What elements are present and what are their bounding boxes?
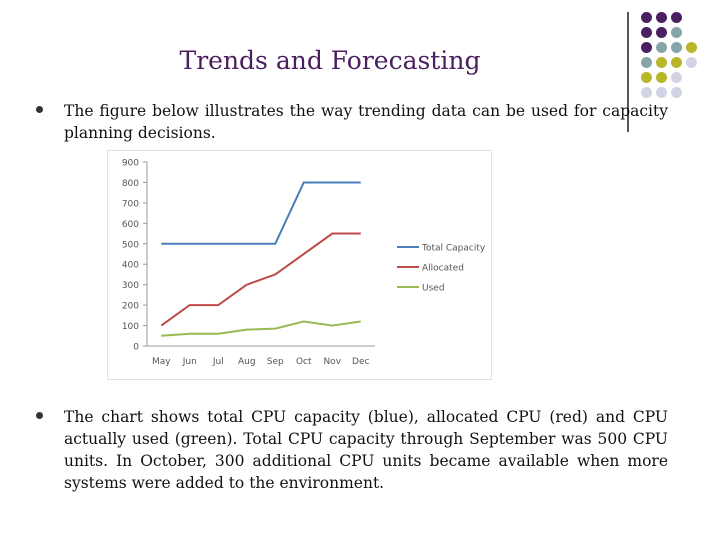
y-tick-label: 200 xyxy=(122,302,139,312)
decor-dot xyxy=(671,57,682,68)
decor-dot xyxy=(671,27,682,38)
bullet-icon xyxy=(36,106,43,113)
decor-dot xyxy=(671,87,682,98)
decor-dot xyxy=(641,72,652,83)
decor-dot xyxy=(641,12,652,23)
decor-dot xyxy=(671,42,682,53)
decor-dot xyxy=(641,42,652,53)
y-tick-label: 100 xyxy=(122,322,139,332)
decor-dot xyxy=(686,42,697,53)
legend-label: Total Capacity xyxy=(421,244,486,254)
chart-frame xyxy=(107,150,492,380)
chart-svg: 0 100 200 300 400 500 600 700 800 900 May Jun Jul Aug… xyxy=(107,150,492,380)
decor-dot xyxy=(686,57,697,68)
x-tick-label: Nov xyxy=(323,357,341,367)
decor-dot xyxy=(656,27,667,38)
decor-dot xyxy=(671,72,682,83)
decor-dot xyxy=(656,87,667,98)
y-tick-label: 0 xyxy=(133,343,139,353)
bullet-text-1: The figure below illustrates the way tre… xyxy=(64,102,668,142)
bullet-icon xyxy=(36,412,43,419)
decor-dot xyxy=(656,12,667,23)
bullet-text-2: The chart shows total CPU capacity (blue… xyxy=(64,408,668,492)
decor-dot xyxy=(656,42,667,53)
series-line-allocated xyxy=(160,232,361,327)
series-line-total-capacity xyxy=(161,181,361,245)
x-tick-label: May xyxy=(152,357,171,367)
x-tick-label: Sep xyxy=(267,357,284,367)
y-tick-label: 600 xyxy=(122,220,139,230)
decor-dot xyxy=(656,57,667,68)
y-tick-label: 700 xyxy=(122,199,139,209)
series-line-used xyxy=(161,320,361,337)
decor-dot xyxy=(641,57,652,68)
slide-title: Trends and Forecasting xyxy=(179,46,481,75)
decor-dot xyxy=(641,27,652,38)
y-tick-label: 300 xyxy=(122,281,139,291)
decor-dot xyxy=(671,12,682,23)
decor-dot xyxy=(641,87,652,98)
x-tick-label: Aug xyxy=(238,357,256,367)
decor-dot xyxy=(656,72,667,83)
x-tick-label: Oct xyxy=(296,357,312,367)
y-tick-label: 800 xyxy=(122,179,139,189)
y-tick-label: 900 xyxy=(122,159,139,169)
line-chart: 0 100 200 300 400 500 600 700 800 900 May Jun Jul Aug… xyxy=(107,150,495,382)
y-tick-label: 400 xyxy=(122,261,139,271)
y-tick-label: 500 xyxy=(122,240,139,250)
x-tick-label: Jul xyxy=(212,357,224,367)
x-tick-label: Dec xyxy=(352,357,369,367)
decor-divider-line xyxy=(627,12,629,132)
x-tick-label: Jun xyxy=(182,357,197,367)
legend-label: Allocated xyxy=(422,264,464,274)
legend-label: Used xyxy=(422,284,445,294)
